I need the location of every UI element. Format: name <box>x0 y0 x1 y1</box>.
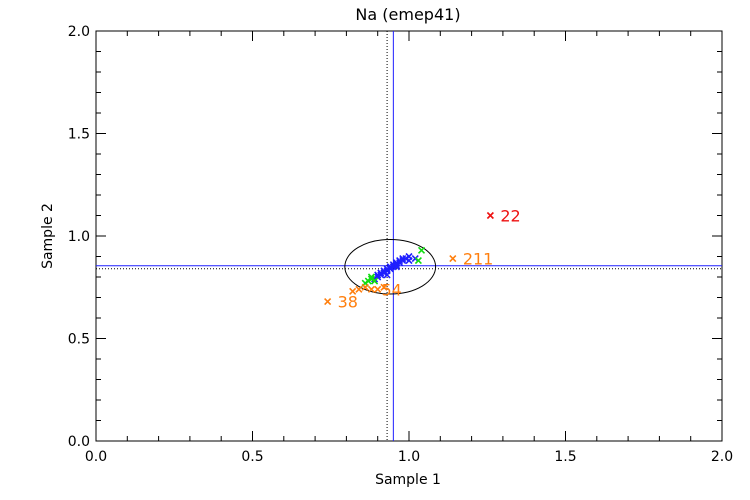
x-tick-label: 0.5 <box>241 449 263 465</box>
y-tick-label: 1.0 <box>68 229 90 245</box>
data-point-green <box>414 257 422 265</box>
data-point-blue <box>383 271 391 279</box>
plot-frame <box>95 30 723 442</box>
chart-title: Na (emep41) <box>355 5 460 24</box>
y-tick-label: 0.0 <box>68 434 90 450</box>
data-point-orange <box>367 285 376 293</box>
point-label: 22 <box>500 207 520 226</box>
x-tick-label: 1.0 <box>398 449 420 465</box>
data-point-green <box>417 246 426 254</box>
data-point-orange <box>380 283 388 291</box>
data-point-orange <box>449 254 457 263</box>
point-label: 38 <box>338 293 358 312</box>
confidence-ellipse <box>344 238 437 295</box>
point-label: 54 <box>381 280 401 299</box>
x-axis-title: Sample 1 <box>375 472 441 488</box>
y-tick-label: 1.5 <box>68 127 90 143</box>
data-point-orange <box>349 287 357 295</box>
data-point-blue <box>374 271 382 279</box>
data-point-orange <box>355 285 363 293</box>
data-point-orange <box>361 283 369 291</box>
y-axis-title: Sample 2 <box>40 203 56 269</box>
data-point-blue <box>392 263 401 271</box>
plot-area: 0.0 0.5 1.0 1.5 2.0 0.0 0.5 1.0 1.5 2.0 38 54 211 22 <box>68 24 733 465</box>
point-label: 211 <box>463 250 494 269</box>
y-tick-label: 2.0 <box>68 24 90 40</box>
data-point-green <box>371 277 379 285</box>
data-point-red <box>486 211 494 220</box>
data-point-orange <box>374 285 382 293</box>
x-tick-label: 2.0 <box>711 449 733 465</box>
data-point-blue <box>405 257 413 265</box>
y-tick-label: 0.5 <box>68 332 90 348</box>
data-point-orange <box>324 298 332 306</box>
x-tick-label: 1.5 <box>554 449 576 465</box>
x-tick-label: 0.0 <box>85 449 107 465</box>
